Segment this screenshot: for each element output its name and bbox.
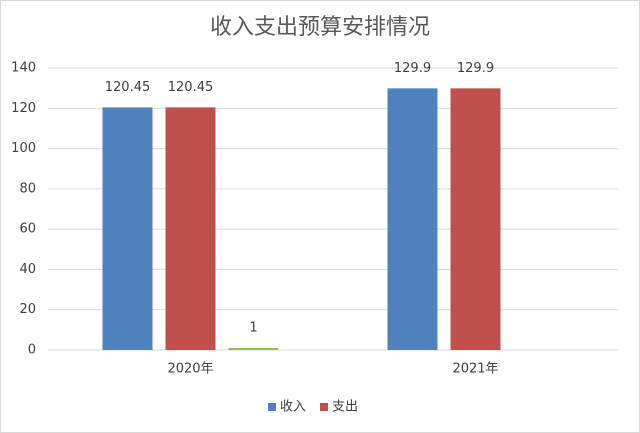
bar bbox=[165, 107, 216, 350]
y-tick-label: 60 bbox=[19, 222, 36, 237]
bar bbox=[450, 88, 501, 350]
y-tick-label: 40 bbox=[19, 262, 36, 277]
y-tick-label: 80 bbox=[19, 181, 36, 196]
x-tick-label: 2021年 bbox=[452, 362, 498, 377]
y-tick-label: 100 bbox=[11, 141, 36, 156]
bar bbox=[102, 107, 153, 350]
y-tick-label: 20 bbox=[19, 302, 36, 317]
value-label: 129.9 bbox=[457, 61, 494, 76]
x-tick-label: 2020年 bbox=[167, 362, 213, 377]
value-label: 120.45 bbox=[105, 80, 151, 95]
y-tick-label: 140 bbox=[11, 61, 36, 76]
legend-label: 收入 bbox=[280, 400, 306, 415]
chart-title: 收入支出预算安排情况 bbox=[210, 15, 430, 40]
legend-swatch bbox=[320, 403, 328, 411]
value-label: 129.9 bbox=[394, 61, 431, 76]
bar bbox=[387, 88, 438, 350]
value-label: 1 bbox=[249, 320, 257, 335]
value-label: 120.45 bbox=[168, 80, 214, 95]
legend-swatch bbox=[268, 403, 276, 411]
y-tick-label: 0 bbox=[28, 343, 36, 358]
y-tick-label: 120 bbox=[11, 101, 36, 116]
bar bbox=[228, 347, 279, 350]
legend-label: 支出 bbox=[332, 400, 358, 415]
